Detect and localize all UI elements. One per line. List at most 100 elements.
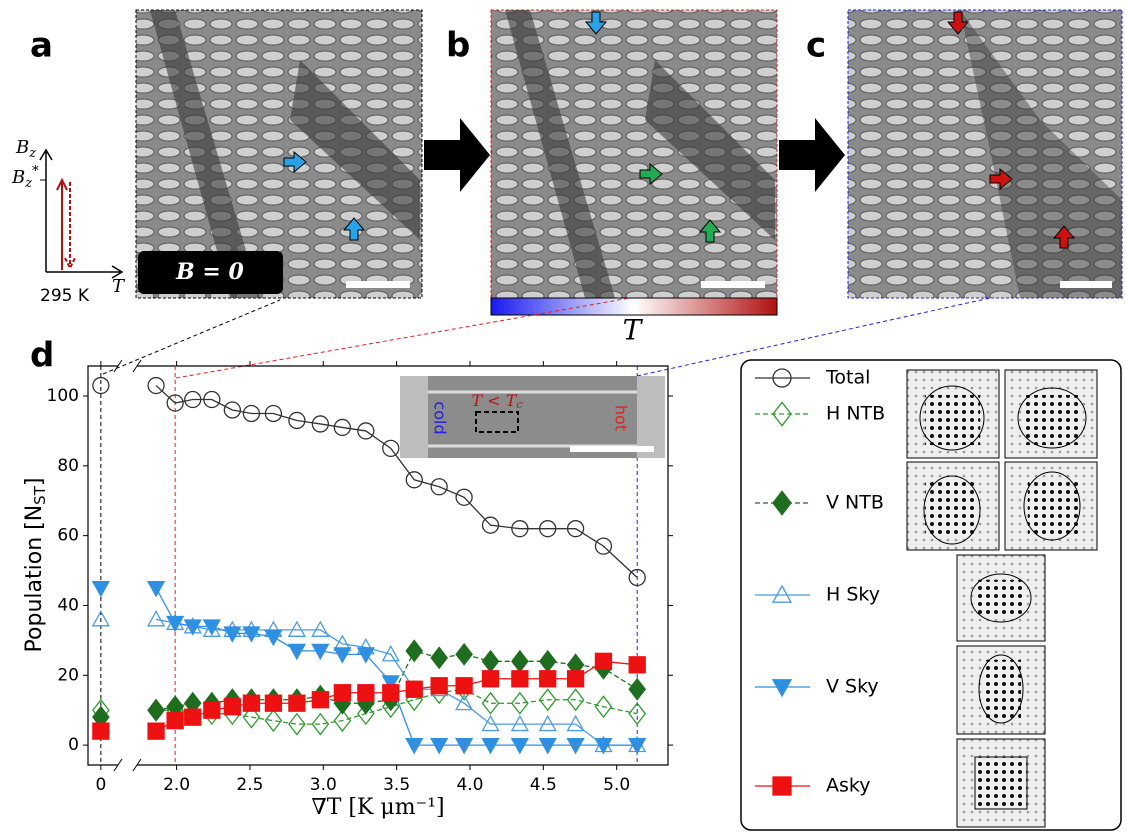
marker (356, 647, 375, 664)
marker (594, 695, 613, 719)
marker (242, 705, 261, 729)
marker (481, 516, 500, 534)
inset-text: cold (431, 401, 450, 434)
marker (311, 643, 330, 661)
micrograph-b (490, 9, 778, 299)
marker (166, 712, 184, 730)
connector (636, 297, 991, 377)
marker (311, 712, 330, 736)
marker (333, 684, 352, 702)
marker (183, 619, 202, 636)
field-diagram (39, 148, 124, 279)
marker (264, 629, 283, 647)
marker (771, 584, 793, 603)
marker (202, 619, 221, 636)
legend-label: V Sky (826, 676, 879, 698)
marker (481, 691, 500, 715)
y-axis-label: Population [NST] (22, 478, 49, 653)
marker (511, 691, 529, 715)
marker (381, 675, 400, 692)
marker (357, 684, 375, 702)
marker (481, 649, 500, 673)
colorbar-label: T (623, 314, 644, 347)
marker (382, 439, 400, 458)
y-tick-label: 20 (57, 665, 79, 685)
y-axis-label-part: Population [N (22, 505, 47, 653)
marker (772, 401, 792, 427)
marker (405, 471, 423, 489)
marker (333, 418, 352, 437)
marker (288, 712, 306, 736)
inset-text: T < Tc (471, 391, 522, 412)
marker (264, 404, 283, 423)
plot: 0 20 40 60 80 100 0 2.0 2.5 3.0 3.5 4.0 4.5 5.0 ∇T [K … (22, 359, 673, 820)
marker (771, 679, 793, 698)
marker (538, 714, 557, 732)
marker (628, 656, 646, 674)
marker (511, 520, 529, 538)
x-tick-label: 3.5 (383, 775, 410, 795)
connector (102, 299, 281, 375)
marker (146, 580, 166, 598)
marker (287, 643, 306, 661)
legend-label: H Sky (826, 584, 880, 606)
marker (202, 620, 221, 637)
legend-label: Asky (826, 775, 870, 797)
marker (628, 738, 647, 755)
axis-label: T (112, 276, 126, 297)
marker (166, 394, 184, 412)
y-tick-label: 80 (57, 456, 79, 476)
marker (510, 714, 529, 732)
panel-label: d (30, 336, 54, 376)
axis-frame (87, 365, 669, 766)
marker (242, 626, 261, 643)
x-tick-label: 4.5 (530, 775, 557, 795)
panel-label: c (806, 26, 826, 66)
y-tick-label: 0 (68, 735, 79, 755)
marker (287, 620, 306, 637)
inset-text: hot (612, 405, 631, 431)
marker (203, 701, 221, 719)
y-axis-label-part: ST (31, 485, 49, 505)
marker (264, 694, 283, 712)
marker (357, 422, 375, 440)
x-tick-label: 4.0 (456, 775, 483, 795)
axis-label: Bz (15, 137, 36, 161)
inset-image (400, 376, 665, 458)
marker (242, 694, 261, 712)
micrograph-c (847, 9, 1123, 299)
legend-label: Total (825, 367, 870, 389)
marker (147, 698, 165, 722)
series-line (155, 587, 638, 746)
micrograph-a (135, 9, 423, 299)
axis-break (113, 359, 142, 772)
marker (146, 610, 166, 627)
marker (430, 478, 448, 496)
marker (566, 670, 585, 688)
legend: Total H NTB V NTB H Sky V Sky Asky (755, 367, 885, 797)
marker (772, 776, 792, 796)
marker (405, 680, 423, 698)
legend-label: V NTB (826, 492, 884, 514)
marker (594, 738, 613, 755)
marker (223, 401, 241, 419)
series-line (155, 618, 638, 746)
marker (772, 368, 792, 388)
marker (430, 677, 448, 695)
flow-arrow (424, 118, 490, 192)
marker (566, 520, 585, 538)
marker (333, 709, 352, 733)
y-tick-label: 100 (47, 386, 79, 406)
marker (405, 738, 424, 755)
marker (242, 404, 261, 423)
axis-mark-label: Bz* (11, 164, 39, 191)
badge (138, 251, 283, 294)
marker (481, 714, 500, 732)
marker (511, 649, 529, 673)
y-tick-label: 40 (57, 595, 79, 615)
marker (538, 688, 557, 712)
marker (538, 649, 557, 673)
marker (455, 488, 473, 506)
marker (455, 738, 474, 755)
